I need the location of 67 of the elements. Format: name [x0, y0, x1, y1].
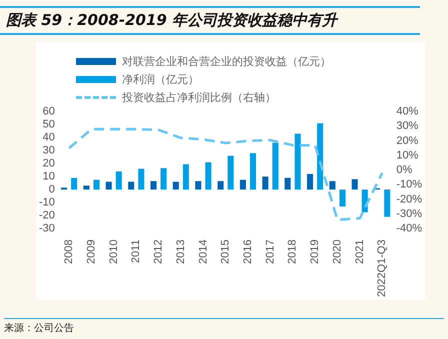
x-tick-label: 2014 [197, 240, 210, 264]
y-tick-label: 10 [42, 170, 55, 183]
y2-tick-label: 0% [396, 164, 412, 176]
y-tick-label: -20 [38, 210, 55, 222]
bar [329, 181, 336, 190]
bar [272, 142, 278, 190]
x-tick-label: 2012 [152, 240, 165, 264]
y-tick-label: 50 [42, 118, 55, 131]
legend-label: 投资收益占净利润比例（右轴） [122, 90, 276, 104]
y2-tick-label: -20% [396, 193, 422, 206]
legend-label: 净利润（亿元） [122, 72, 199, 86]
bar [352, 179, 358, 190]
bar [307, 174, 314, 190]
bar [116, 171, 122, 190]
x-tick-label: 2011 [130, 240, 142, 264]
bar [128, 182, 134, 190]
source-note: 来源：公司公告 [4, 318, 444, 335]
x-tick-label: 2022Q1-Q3 [376, 240, 388, 298]
x-tick-label: 2016 [242, 240, 254, 264]
bar [384, 190, 390, 217]
y-tick-label: -30 [38, 222, 55, 235]
line-series [68, 128, 384, 221]
bar [71, 178, 78, 190]
x-tick-label: 2018 [286, 240, 299, 264]
bar [182, 164, 189, 190]
x-tick-label: 2015 [220, 240, 232, 264]
y-tick-label: 40 [42, 132, 55, 144]
bar [240, 180, 246, 190]
x-tick-label: 2020 [331, 240, 344, 264]
y2-tick-label: -30% [396, 208, 422, 220]
bar [138, 168, 144, 190]
bar [294, 134, 301, 190]
bar [250, 153, 256, 190]
x-tick-label: 2021 [354, 240, 366, 264]
x-tick-label: 2009 [85, 240, 98, 264]
bar [284, 178, 291, 190]
bar [339, 190, 346, 206]
y2-tick-label: -10% [396, 178, 422, 191]
bar [218, 181, 224, 190]
x-tick-label: 2010 [108, 240, 120, 264]
y2-tick-label: 20% [396, 134, 419, 147]
y2-tick-label: 10% [396, 149, 419, 162]
bar [83, 186, 90, 190]
bar [106, 182, 112, 190]
bar [262, 176, 268, 190]
y2-tick-label: 40% [396, 106, 419, 118]
bar [160, 168, 167, 190]
bar [172, 182, 179, 190]
bar [150, 181, 157, 190]
bar [195, 181, 202, 190]
y-tick-label: 0 [48, 184, 55, 196]
bar [317, 123, 324, 190]
bar [228, 156, 234, 190]
chart-title: 图表 59：2008-2019 年公司投资收益稳中有升 [0, 6, 420, 35]
y-tick-label: -10 [38, 196, 55, 209]
y-tick-label: 60 [42, 106, 55, 118]
bar [205, 162, 212, 190]
y-tick-label: 20 [42, 158, 55, 170]
bar [93, 180, 100, 190]
legend-label: 对联营企业和合营企业的投资收益（亿元） [122, 54, 331, 68]
x-tick-label: 2008 [63, 240, 76, 264]
y-tick-label: 30 [42, 144, 55, 157]
x-tick-label: 2017 [264, 240, 276, 264]
x-tick-label: 2019 [309, 240, 322, 264]
y2-tick-label: -40% [396, 222, 422, 235]
x-tick-label: 2013 [174, 240, 187, 264]
y2-tick-label: 30% [396, 120, 419, 132]
